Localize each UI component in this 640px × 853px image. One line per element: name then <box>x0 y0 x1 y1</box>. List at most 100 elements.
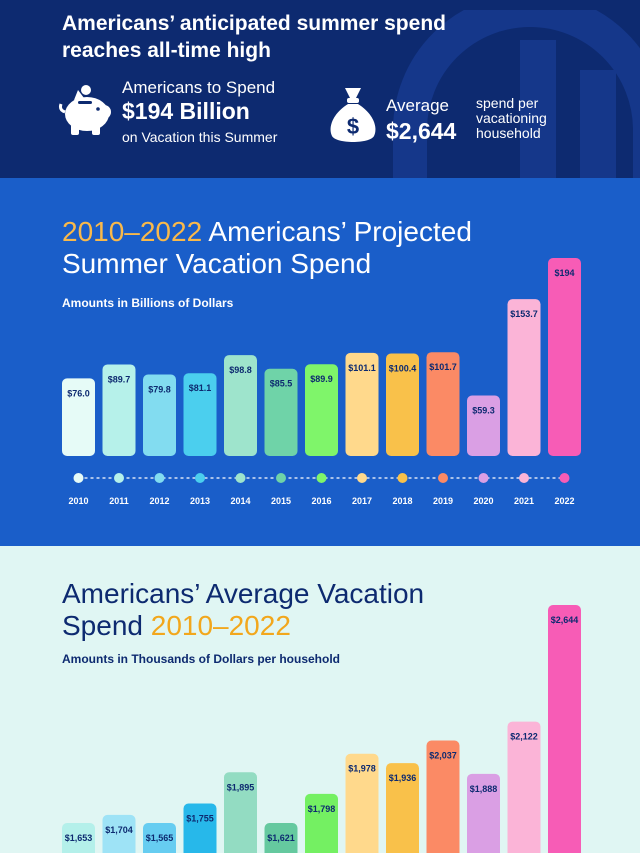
headline: Americans’ anticipated summer spend reac… <box>62 12 446 62</box>
bar-label-2019: $2,037 <box>429 751 457 761</box>
bar-2016 <box>305 793 338 853</box>
tick-label-2021: 2021 <box>514 496 534 506</box>
bar-2019 <box>426 352 460 456</box>
timeline-dot-2022 <box>559 473 570 483</box>
bar-label-2011: $1,704 <box>105 825 133 835</box>
bar-2016 <box>305 364 338 456</box>
bar-label-2021: $2,122 <box>510 732 538 742</box>
bar-label-2015: $85.5 <box>270 379 293 389</box>
money-bag-symbol: $ <box>347 114 359 139</box>
timeline-dot-2016 <box>316 473 327 483</box>
tick-label-2012: 2012 <box>149 496 169 506</box>
bar-2010 <box>62 378 95 456</box>
bar-label-2017: $101.1 <box>348 363 376 373</box>
timeline-dot-2012 <box>154 473 165 483</box>
chart1-title-years: 2010–2022 <box>62 216 203 247</box>
bar-2012 <box>143 374 176 456</box>
projected-spend-chart: $76.0 2010 $89.7 2011 $79.8 2012 $81.1 2013 $98.… <box>62 258 581 506</box>
stat2-side-text: spend per vacationing household <box>476 95 547 141</box>
bar-label-2021: $153.7 <box>510 309 538 319</box>
bar-label-2020: $59.3 <box>472 405 495 415</box>
bar-2012 <box>143 823 176 853</box>
chart1-title: 2010–2022 Americans’ Projected Summer Va… <box>62 216 532 280</box>
bar-label-2018: $100.4 <box>389 364 417 374</box>
bar-label-2020: $1,888 <box>470 784 498 794</box>
tick-label-2020: 2020 <box>473 496 493 506</box>
bar-label-2016: $1,798 <box>308 804 336 814</box>
bar-2015 <box>264 823 298 853</box>
bar-label-2022: $194 <box>554 268 574 278</box>
bar-2014 <box>224 772 257 853</box>
bar-label-2018: $1,936 <box>389 773 417 783</box>
bar-label-2015: $1,621 <box>267 833 295 843</box>
bar-label-2019: $101.7 <box>429 362 457 372</box>
bar-label-2013: $81.1 <box>189 383 212 393</box>
tick-label-2010: 2010 <box>68 496 88 506</box>
bar-2019 <box>426 740 460 853</box>
tick-label-2018: 2018 <box>392 496 412 506</box>
timeline-dot-2011 <box>114 473 124 483</box>
bar-2021 <box>507 721 541 853</box>
stat1-top-text: Americans to Spend <box>122 78 276 97</box>
timeline-dot-2014 <box>235 473 246 483</box>
bar-2022 <box>548 605 581 853</box>
bar-label-2010: $76.0 <box>67 388 90 398</box>
bar-label-2022: $2,644 <box>551 615 579 625</box>
bar-label-2012: $79.8 <box>148 385 171 395</box>
average-spend-section: Americans’ Average Vacation Spend 2010–2… <box>0 546 640 853</box>
bar-label-2017: $1,978 <box>348 764 376 774</box>
bar-label-2014: $98.8 <box>229 365 252 375</box>
tick-label-2013: 2013 <box>190 496 210 506</box>
projected-spend-section: 2010–2022 Americans’ Projected Summer Va… <box>0 178 640 546</box>
bar-label-2010: $1,653 <box>65 833 93 843</box>
chart2-title: Americans’ Average Vacation Spend 2010–2… <box>62 578 482 642</box>
bar-2018 <box>386 763 419 853</box>
bar-2017 <box>345 352 379 456</box>
money-bag-icon: $ <box>330 88 376 142</box>
stat1-amount: $194 Billion <box>122 98 250 124</box>
bar-2010 <box>62 823 95 853</box>
bar-2022 <box>548 258 581 456</box>
tick-label-2016: 2016 <box>311 496 331 506</box>
tick-label-2019: 2019 <box>433 496 453 506</box>
chart1-subtitle: Amounts in Billions of Dollars <box>62 296 234 310</box>
tick-label-2015: 2015 <box>271 496 291 506</box>
bar-label-2016: $89.9 <box>310 374 333 384</box>
bar-2013 <box>183 803 217 853</box>
chart2-subtitle: Amounts in Thousands of Dollars per hous… <box>62 652 341 666</box>
timeline-dot-2015 <box>276 473 286 483</box>
timeline-dot-2017 <box>357 473 367 483</box>
tick-label-2017: 2017 <box>352 496 372 506</box>
timeline-dot-2020 <box>478 473 489 483</box>
bar-2011 <box>102 814 136 853</box>
bar-2018 <box>386 353 419 456</box>
bar-2017 <box>345 753 379 853</box>
stat2-amount: $2,644 <box>386 118 457 144</box>
chart2-title-years: 2010–2022 <box>150 610 291 641</box>
bar-2020 <box>467 395 500 456</box>
bar-label-2014: $1,895 <box>227 782 255 792</box>
background-logo-icon <box>393 10 640 178</box>
piggy-bank-icon <box>59 85 111 135</box>
stat2-top-text: Average <box>386 96 450 115</box>
timeline-dot-2013 <box>195 473 205 483</box>
chart1-title-text: Americans’ Projected Summer Vacation Spe… <box>62 216 472 279</box>
average-spend-chart: $1,653 $1,704 $1,565 $1,755 $1,895 $1,621 $1,7… <box>62 605 581 853</box>
tick-label-2022: 2022 <box>554 496 574 506</box>
bar-2020 <box>467 773 500 853</box>
bar-label-2013: $1,755 <box>186 814 214 824</box>
bar-2014 <box>224 355 257 456</box>
bar-label-2012: $1,565 <box>146 833 174 843</box>
bar-2021 <box>507 299 541 456</box>
bar-label-2011: $89.7 <box>108 374 131 384</box>
tick-label-2011: 2011 <box>109 496 129 506</box>
bar-2015 <box>264 368 298 456</box>
chart2-title-text: Americans’ Average Vacation Spend <box>62 578 425 641</box>
header-banner: Americans’ anticipated summer spend reac… <box>0 0 640 178</box>
timeline-dot-2021 <box>519 473 529 483</box>
timeline-dot-2019 <box>438 473 448 483</box>
timeline-dot-2010 <box>73 473 84 483</box>
bar-2011 <box>102 364 136 456</box>
bar-2013 <box>183 373 217 456</box>
stat1-bottom-text: on Vacation this Summer <box>122 129 278 145</box>
